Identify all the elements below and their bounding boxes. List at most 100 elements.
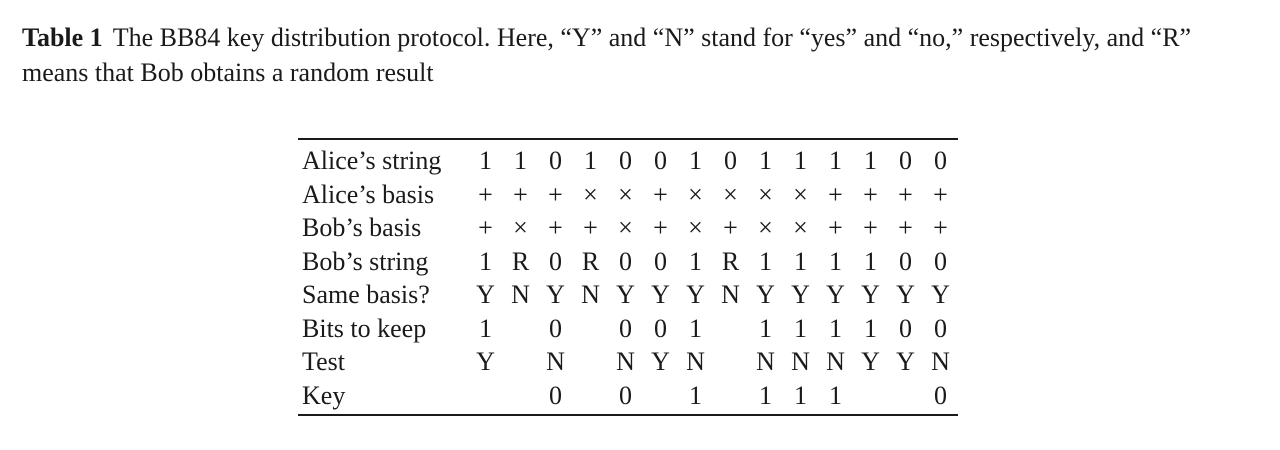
table-cell: +: [828, 179, 843, 209]
table-cell: ×: [618, 213, 633, 242]
table-cell: ×: [758, 179, 773, 209]
table-cell: N: [826, 347, 845, 376]
row-label: Alice’s string: [302, 146, 442, 175]
table-cell: Y: [826, 280, 845, 309]
table-cell: 0: [619, 313, 632, 343]
table-cell: [573, 379, 608, 413]
table-cell: +: [548, 179, 563, 209]
table-cell: ×: [723, 179, 738, 209]
table-cell: 0: [934, 246, 947, 276]
table-cell: +: [898, 179, 913, 209]
table-cell: 1: [794, 146, 807, 175]
table-row: Bits to keep 1 0 0 0 1 1 1 1 1 0 0: [298, 312, 958, 346]
table-cell: 1: [689, 380, 702, 410]
table-cell: 0: [549, 313, 562, 343]
table-cell: 1: [759, 380, 772, 410]
table-cell: 0: [619, 380, 632, 410]
table-cell: Y: [791, 280, 810, 309]
row-label: Test: [302, 347, 345, 376]
table-cell: +: [478, 213, 493, 242]
table-cell: N: [546, 347, 565, 376]
table-cell: [713, 345, 748, 379]
table-cell: [503, 379, 538, 413]
row-label: Bob’s string: [302, 246, 429, 276]
table-row: Bob’s string 1 R 0 R 0 0 1 R 1 1 1 1 0 0: [298, 245, 958, 279]
table-cell: 1: [829, 380, 842, 410]
table-cell: 1: [794, 380, 807, 410]
caption-text: The BB84 key distribution protocol. Here…: [22, 23, 1192, 87]
table-cell: 1: [829, 313, 842, 343]
table-cell: 1: [479, 313, 492, 343]
table-cell: N: [581, 280, 600, 309]
table-cell: 1: [794, 313, 807, 343]
table-cell: [713, 379, 748, 413]
table-cell: ×: [793, 213, 808, 242]
table-cell: Y: [861, 347, 880, 376]
table-cell: 1: [829, 146, 842, 175]
table-cell: 0: [724, 146, 737, 175]
table-cell: +: [863, 213, 878, 242]
table-cell: 1: [689, 246, 702, 276]
bb84-table: Alice’s string 1 1 0 1 0 0 1 0 1 1 1 1 0 0 Alice’s basi…: [298, 138, 958, 416]
table-cell: 0: [619, 146, 632, 175]
table-cell: [888, 379, 923, 413]
table-cell: 0: [934, 146, 947, 175]
row-label: Bob’s basis: [302, 213, 422, 242]
table-cell: [503, 345, 538, 379]
table-cell: N: [511, 280, 530, 309]
table-cell: +: [828, 213, 843, 242]
table-cell: +: [513, 179, 528, 209]
table-cell: 0: [899, 246, 912, 276]
table-cell: 0: [654, 246, 667, 276]
table-cell: N: [931, 347, 950, 376]
table-row: Key 0 0 1 1 1 1 0: [298, 379, 958, 413]
table-caption: Table 1 The BB84 key distribution protoco…: [22, 20, 1262, 90]
table-cell: +: [933, 179, 948, 209]
table-cell: R: [511, 246, 530, 276]
table-cell: 1: [479, 246, 492, 276]
table-cell: Y: [476, 347, 495, 376]
table-cell: 1: [584, 146, 597, 175]
table-body: Alice’s string 1 1 0 1 0 0 1 0 1 1 1 1 0 0 Alice’s basi…: [298, 144, 958, 412]
table-cell: 0: [549, 246, 562, 276]
table-cell: [853, 379, 888, 413]
table-cell: Y: [861, 280, 880, 309]
table-cell: +: [653, 213, 668, 242]
table-cell: 1: [864, 246, 877, 276]
table-cell: ×: [758, 213, 773, 242]
table-cell: 1: [759, 313, 772, 343]
table-cell: Y: [651, 280, 670, 309]
table-cell: 1: [864, 146, 877, 175]
table-cell: ×: [618, 179, 633, 209]
table-cell: [573, 345, 608, 379]
caption-label: Table 1: [22, 23, 103, 52]
table-cell: Y: [686, 280, 705, 309]
table-row: Bob’s basis + × + + × + × + × × + + + +: [298, 211, 958, 245]
table-cell: 0: [654, 146, 667, 175]
table-cell: 0: [549, 146, 562, 175]
table-cell: +: [548, 213, 563, 242]
row-label: Alice’s basis: [302, 179, 435, 209]
table-cell: +: [478, 179, 493, 209]
table-cell: N: [616, 347, 635, 376]
table-cell: ×: [793, 179, 808, 209]
table-cell: 1: [864, 313, 877, 343]
table-cell: [503, 312, 538, 346]
table-cell: 1: [829, 246, 842, 276]
table-cell: 0: [899, 313, 912, 343]
table-row: Alice’s string 1 1 0 1 0 0 1 0 1 1 1 1 0 0: [298, 144, 958, 178]
table-cell: Y: [546, 280, 565, 309]
table-cell: [643, 379, 678, 413]
table-cell: N: [756, 347, 775, 376]
table-cell: 1: [689, 313, 702, 343]
table-cell: 0: [934, 313, 947, 343]
table-cell: 0: [549, 380, 562, 410]
row-label: Same basis?: [302, 280, 430, 309]
table-cell: Y: [476, 280, 495, 309]
table-cell: 1: [689, 146, 702, 175]
table-cell: Y: [896, 347, 915, 376]
table-cell: [713, 312, 748, 346]
table-cell: +: [933, 213, 948, 242]
table-cell: N: [721, 280, 740, 309]
table-cell: ×: [688, 179, 703, 209]
